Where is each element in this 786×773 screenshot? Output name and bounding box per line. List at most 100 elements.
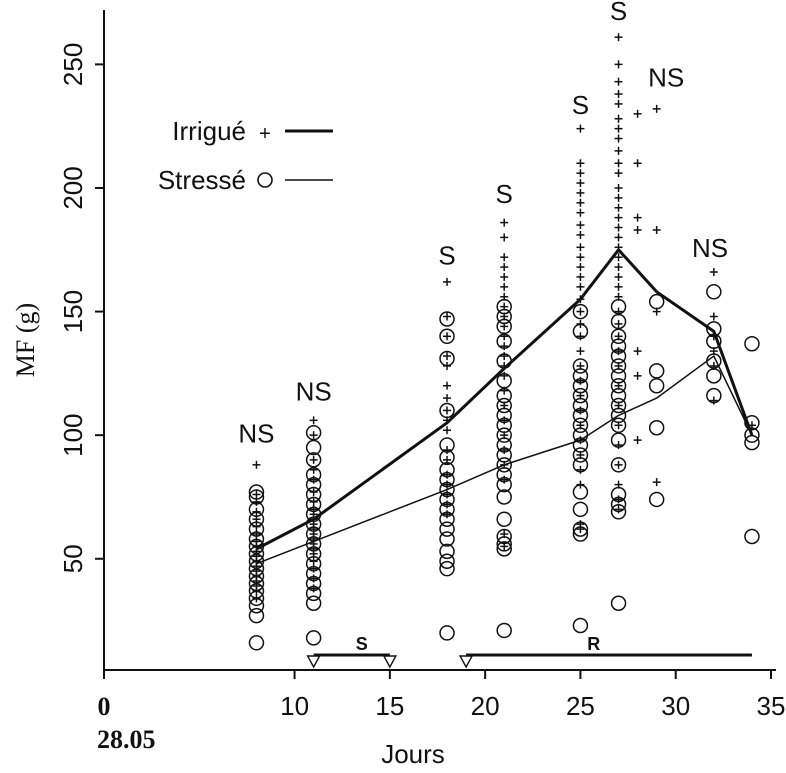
irrigue-point [614, 159, 623, 168]
y-tick-label: 100 [58, 413, 88, 456]
stresse-point [572, 617, 589, 634]
irrigue-point [652, 478, 661, 487]
stresse-point [610, 377, 627, 394]
stresse-point [496, 407, 512, 424]
stresse-point [744, 434, 760, 451]
stresse-point [572, 397, 589, 414]
stresse-point [496, 427, 512, 443]
stresse-point [248, 484, 265, 500]
significance-annotation: NS [648, 63, 684, 93]
irrigue-point [652, 226, 661, 234]
stresse-point [610, 496, 627, 513]
irrigue-point [614, 90, 623, 99]
irrigue-point [576, 221, 585, 230]
stresse-point [439, 471, 455, 488]
stresse-point [572, 526, 589, 542]
stresse-point [439, 311, 455, 327]
stresse-point [610, 368, 627, 384]
stresse-point [610, 595, 627, 612]
stresse-point [610, 457, 627, 473]
irrigue-point [443, 381, 452, 390]
stresse-point [744, 528, 760, 545]
irrigue-point [309, 455, 318, 464]
stresse-point [572, 323, 589, 340]
x-axis: 0 10 15 20 25 30 35 [98, 670, 785, 721]
stresse-point [248, 553, 265, 569]
stresse-point [439, 501, 455, 518]
stresse-point [572, 437, 589, 453]
irrigue-point [576, 282, 585, 291]
stresse-point [706, 284, 722, 300]
stresse-point [572, 501, 589, 518]
stresse-point [572, 358, 589, 374]
irrigue-point [633, 371, 642, 380]
stresse-point [248, 575, 265, 592]
stresse-point [610, 298, 627, 315]
stresse-point [496, 466, 512, 483]
stresse-point [248, 607, 265, 624]
stresse-point [439, 511, 455, 527]
stresse-point [439, 625, 455, 641]
irrigue-point [633, 213, 642, 222]
stresse-point [248, 635, 265, 651]
stresse-point [648, 293, 665, 310]
irrigue-point [309, 431, 318, 440]
irrigue-point [576, 198, 585, 207]
irrigue-point [614, 319, 623, 328]
irrigue-point [576, 272, 585, 281]
stresse-point [439, 350, 455, 367]
stresse-point [439, 481, 455, 498]
stresse-point [305, 546, 322, 562]
stresse-point [572, 447, 589, 463]
stresse-point [305, 476, 322, 493]
stresse-point [572, 368, 589, 384]
stresse-point [248, 568, 265, 584]
stresse-point [305, 575, 322, 592]
stresse-point [610, 328, 627, 345]
stresse-point [610, 432, 627, 448]
stresse-point [706, 387, 722, 404]
x-tick-label: 10 [280, 691, 309, 721]
stresse-point [572, 387, 589, 404]
irrigue-point [252, 490, 261, 499]
irrigue-point [500, 282, 509, 291]
irrigue-point [709, 268, 718, 277]
irrigue-point [633, 347, 642, 356]
legend-marker-circle [257, 172, 273, 188]
irrigue-point [576, 347, 585, 356]
stresse-point [305, 496, 322, 513]
stresse-point [496, 457, 512, 473]
stresse-point [439, 462, 455, 478]
stresse-point [305, 595, 322, 612]
stresse-point [439, 560, 455, 577]
significance-annotation: S [438, 241, 455, 271]
legend-label-stresse: Stressé [158, 165, 246, 195]
stresse-point [305, 466, 322, 483]
significance-annotation: NS [238, 419, 274, 449]
significance-annotation: NS [692, 233, 728, 263]
stresse-point [439, 491, 455, 508]
stresse-point [610, 387, 627, 404]
irrigue-point [443, 394, 452, 403]
stresse-point [744, 415, 760, 431]
irrigue-point [576, 243, 585, 252]
stresse-point [572, 457, 589, 473]
irrigue-point [614, 134, 623, 143]
stresse-point [572, 303, 589, 320]
stresse-point [706, 353, 722, 369]
stresse-point [496, 541, 512, 557]
irrigue-point [500, 272, 509, 281]
irrigue-point [614, 77, 623, 86]
stresse-point [248, 501, 265, 518]
irrigue-point [633, 436, 642, 445]
period-label: S [356, 634, 368, 654]
stresse-point [610, 313, 627, 330]
stresse-point [248, 521, 265, 537]
stresse-point [496, 387, 512, 404]
irrigue-point [614, 243, 623, 252]
irrigue-point [500, 218, 509, 227]
stresse-point [610, 338, 627, 354]
y-axis: 50 100 150 200 250 [58, 43, 104, 573]
stresse-point [496, 536, 512, 552]
